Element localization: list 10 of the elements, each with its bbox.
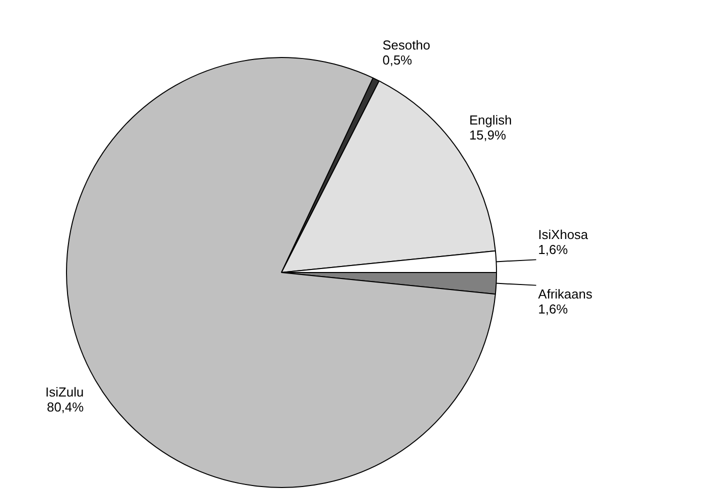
data-label: 0,5% (382, 52, 413, 68)
slice-label: Sesotho (382, 38, 430, 53)
data-label: 1,6% (538, 242, 568, 257)
data-label: 1,6% (538, 301, 568, 316)
slice-label: English (469, 112, 512, 128)
data-label: 80,4% (46, 399, 84, 414)
slice-label: Afrikaans (538, 286, 593, 302)
slice-label: IsiZulu (45, 384, 84, 400)
data-label: 15,9% (469, 128, 506, 143)
slice-label: IsiXhosa (538, 226, 589, 242)
